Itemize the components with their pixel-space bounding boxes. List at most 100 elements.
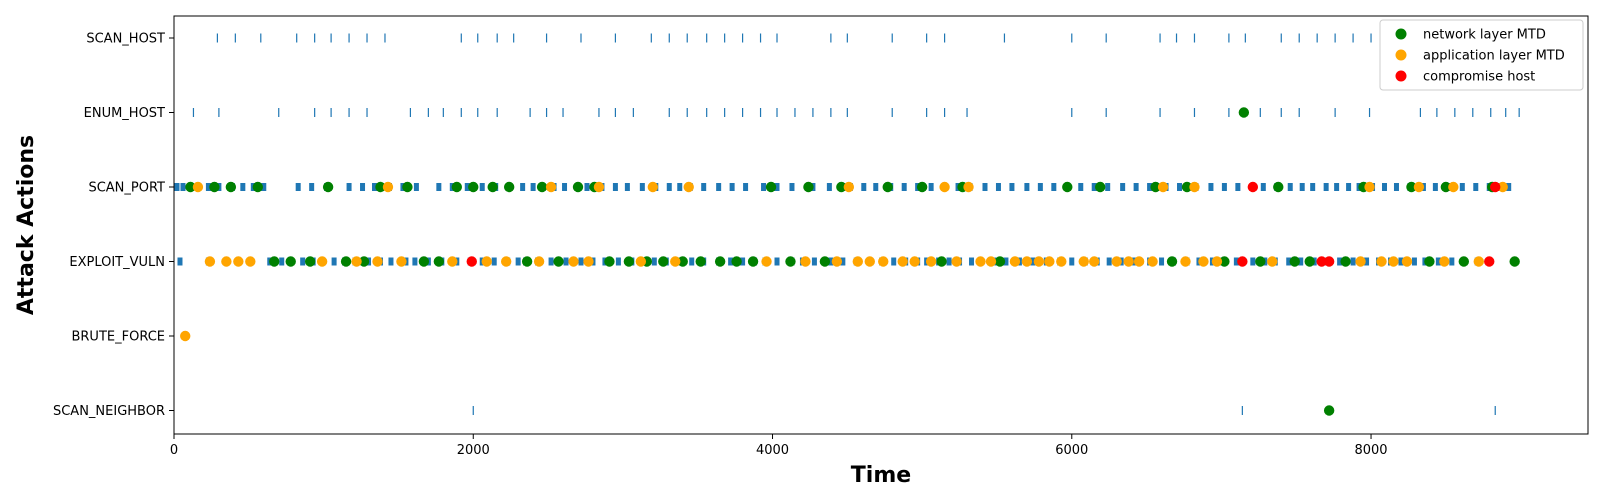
data-point [572,181,584,193]
data-point [487,181,498,193]
data-point [1401,256,1413,267]
data-point [936,256,947,267]
event-marker [728,257,734,266]
event-marker [639,183,645,191]
event-marker [1250,257,1256,266]
event-marker [1037,183,1043,191]
event-marker [861,183,867,191]
data-point [1490,181,1501,193]
event-marker [1334,183,1340,191]
data-point [451,181,462,193]
data-point [916,181,928,193]
event-marker [729,183,735,191]
event-marker [180,183,186,191]
event-marker [1069,257,1075,266]
data-point [831,256,843,267]
data-point [553,256,564,267]
event-marker [946,257,952,266]
data-point [1247,181,1259,193]
event-marker [828,257,834,266]
data-point [1323,256,1335,267]
event-marker [1364,257,1370,266]
event-marker [346,183,352,191]
event-marker [891,257,897,266]
data-point [882,181,893,193]
event-marker [1105,183,1111,191]
data-point [521,256,533,267]
data-point [481,256,492,267]
event-marker [1411,257,1417,266]
event-marker [584,183,590,191]
data-point [1089,256,1100,267]
data-point [533,256,545,267]
y-tick-label: EXPLOIT_VULN [69,255,165,270]
event-marker [548,257,554,266]
event-marker [1235,183,1241,191]
data-point [1323,405,1335,416]
data-point [1111,256,1122,267]
data-point [1340,256,1351,267]
data-point [864,256,875,267]
data-point [658,256,669,267]
data-point [1424,256,1435,267]
event-marker [615,257,621,266]
data-point [1198,256,1209,267]
data-point [1473,256,1484,267]
data-point [897,256,908,267]
data-point [785,256,796,267]
event-marker [436,183,442,191]
legend: network layer MTD application layer MTD co… [1379,19,1584,91]
event-marker [1051,183,1057,191]
event-marker [612,183,618,191]
event-marker [1337,257,1343,266]
data-point [1458,256,1470,267]
data-point [1009,256,1021,267]
data-point [670,256,681,267]
event-marker [1009,183,1015,191]
data-point [1273,181,1284,193]
data-point [1509,256,1520,267]
data-point [803,181,814,193]
event-marker [412,257,418,266]
data-point [316,256,328,267]
event-marker [1449,257,1455,266]
x-tick-label: 0 [170,443,178,458]
data-point [623,256,635,267]
event-marker [743,183,749,191]
x-tick-label: 8000 [1354,443,1387,458]
data-point [245,256,256,267]
data-point [1413,181,1425,193]
data-point [1123,256,1134,267]
data-point [1078,256,1089,267]
event-marker [240,183,246,191]
data-point [1289,256,1300,267]
data-point [340,256,352,267]
data-point [1304,256,1315,267]
legend-marker [1395,70,1407,82]
data-point [433,256,445,267]
data-point [500,256,512,267]
y-tick-label: SCAN_PORT [88,181,165,196]
event-marker [982,183,988,191]
event-marker [677,183,683,191]
data-point [568,256,579,267]
event-marker [174,183,180,191]
data-point [466,256,477,267]
data-point [677,256,688,267]
event-marker [873,183,879,191]
event-marker [261,183,267,191]
data-point [402,181,413,193]
data-point [975,256,986,267]
data-point [204,256,216,267]
data-point [843,181,855,193]
data-point [192,181,204,193]
data-point [1056,256,1067,267]
data-point [1219,256,1230,267]
event-marker [1393,183,1399,191]
event-marker [491,257,497,266]
event-marker [901,183,907,191]
event-marker [177,257,183,266]
event-marker [1350,257,1356,266]
data-point [761,256,772,267]
